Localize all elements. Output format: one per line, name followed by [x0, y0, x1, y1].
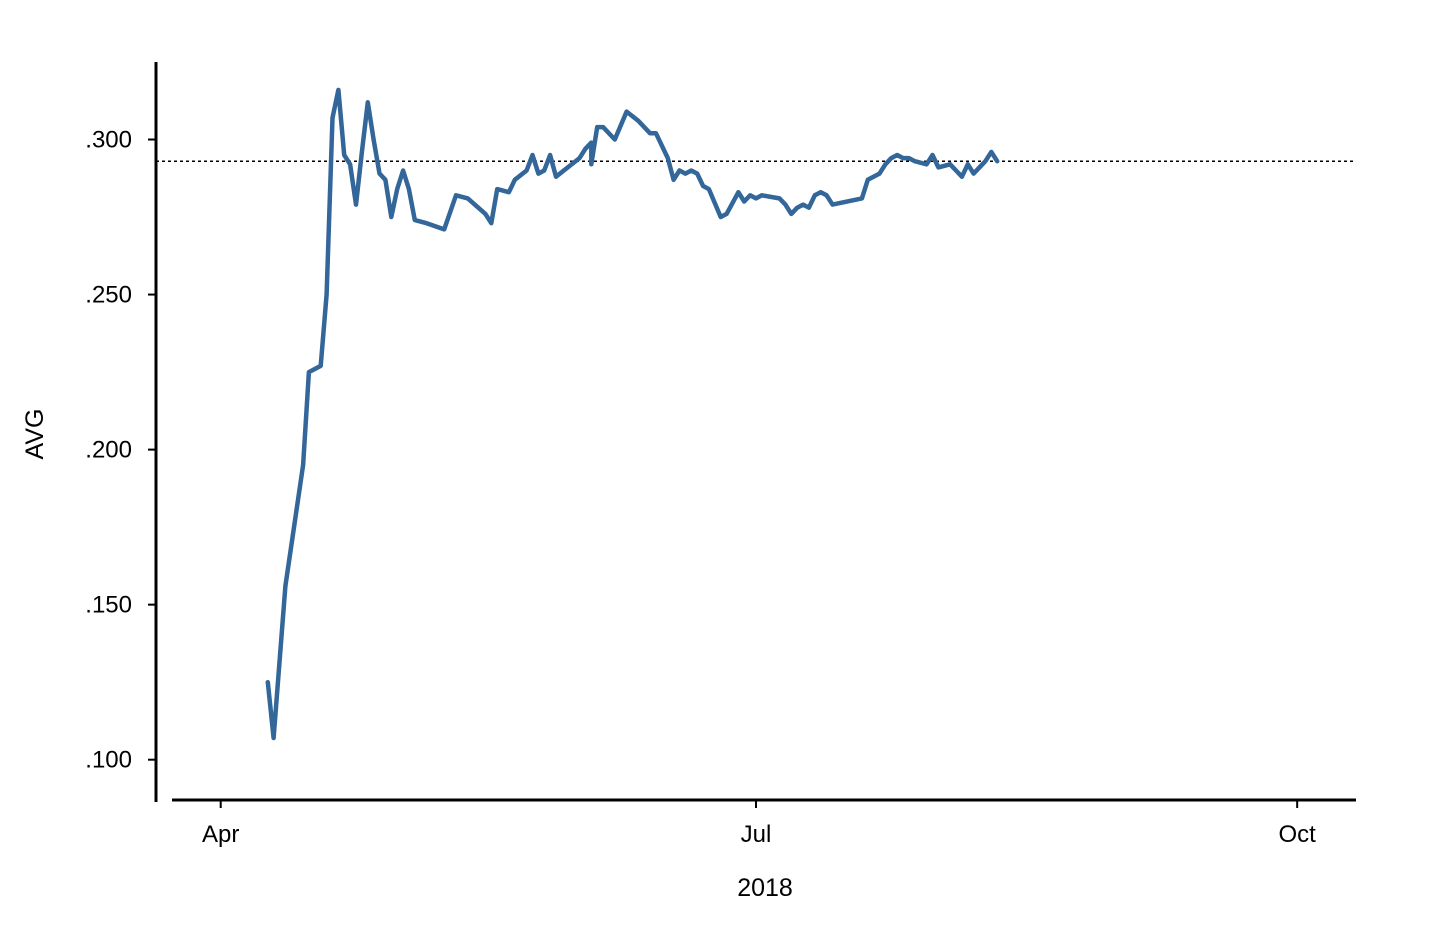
series-line	[265, 87, 1000, 741]
y-tick-label: .300	[85, 127, 132, 154]
y-tick-label: .200	[85, 437, 132, 464]
x-tick-label: Oct	[1279, 821, 1317, 848]
y-axis-title: AVG	[21, 409, 49, 460]
x-tick-label: Jul	[741, 821, 772, 848]
y-tick-label: .150	[85, 592, 132, 619]
y-tick-label: .100	[85, 747, 132, 774]
y-axis-ticks: .100 .150 .200 .250 .300	[85, 127, 156, 774]
y-tick-label: .250	[85, 282, 132, 309]
x-axis-title: 2018	[737, 874, 793, 902]
x-axis-ticks: Apr Jul Oct	[202, 800, 1316, 848]
x-tick-label: Apr	[202, 821, 239, 848]
